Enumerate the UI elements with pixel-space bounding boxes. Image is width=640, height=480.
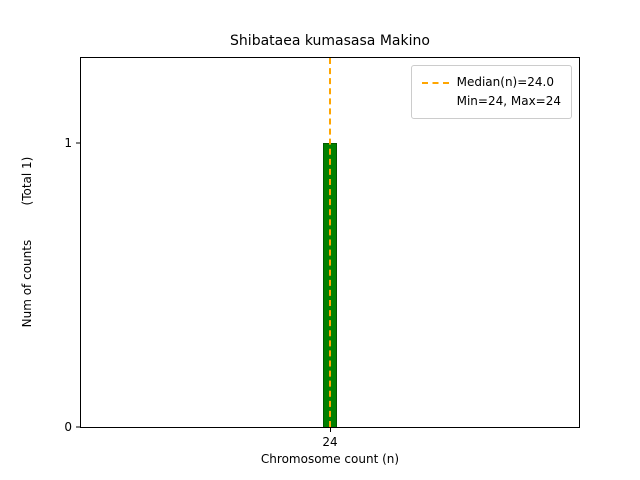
legend-minmax-label: Min=24, Max=24 bbox=[456, 94, 561, 109]
chart-title: Shibataea kumasasa Makino bbox=[230, 33, 430, 49]
y-tick-mark-1 bbox=[76, 142, 80, 144]
y-tick-label-0: 0 bbox=[64, 420, 72, 434]
legend-row-minmax: Min=24, Max=24 bbox=[422, 92, 561, 111]
y-axis-label: Num of counts (Total 1) bbox=[20, 156, 34, 328]
y-tick-label-1: 1 bbox=[64, 136, 72, 151]
x-tick-label-24: 24 bbox=[322, 435, 338, 449]
plot-area: Median(n)=24.0 Min=24, Max=24 0 1 24 bbox=[64, 57, 580, 449]
y-tick-mark-0 bbox=[76, 426, 80, 428]
median-line-legend-swatch bbox=[421, 81, 449, 84]
legend-median-label: Median(n)=24.0 bbox=[456, 75, 554, 89]
legend-row-median: Median(n)=24.0 bbox=[421, 73, 561, 92]
legend: Median(n)=24.0 Min=24, Max=24 bbox=[410, 65, 572, 120]
x-axis-label: Chromosome count (n) bbox=[260, 452, 400, 466]
median-line bbox=[329, 58, 331, 427]
x-tick-mark-24 bbox=[330, 428, 331, 432]
